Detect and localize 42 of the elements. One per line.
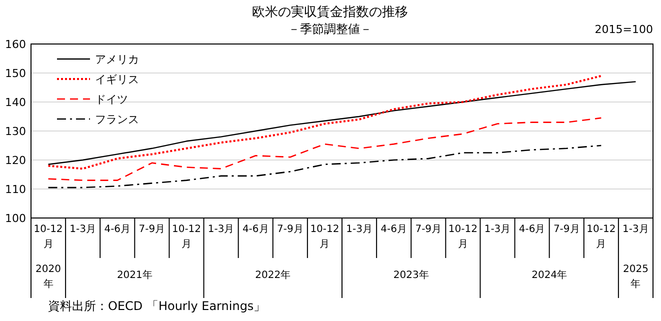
legend-label: ドイツ bbox=[95, 93, 128, 106]
y-tick-label: 140 bbox=[5, 96, 26, 109]
text: 2025年 bbox=[622, 264, 648, 290]
x-tick-label: 4-6月 bbox=[518, 224, 546, 235]
x-tick-label: 1-3月 bbox=[622, 224, 649, 235]
text: 2023年 bbox=[393, 269, 429, 281]
x-tick-label: 10-12月 bbox=[172, 224, 202, 250]
y-tick-label: 130 bbox=[5, 125, 26, 138]
x-tick-label: 4-6月 bbox=[104, 224, 131, 235]
y-tick-label: 120 bbox=[5, 154, 26, 167]
text: 資料出所：OECD 「Hourly Earnings」 bbox=[48, 299, 266, 313]
legend-label: アメリカ bbox=[95, 53, 139, 66]
y-tick-label: 160 bbox=[5, 38, 26, 51]
text: 2022年 bbox=[255, 269, 291, 281]
chart-title: 欧米の実収賃金指数の推移 bbox=[252, 4, 408, 20]
x-tick-label: 10-12月 bbox=[34, 224, 63, 250]
x-tick-label: 7-9月 bbox=[415, 224, 442, 235]
line-series bbox=[47, 74, 602, 170]
x-tick-label: 7-9月 bbox=[276, 224, 304, 235]
chart-subtitle: －季節調整値－ bbox=[288, 22, 372, 36]
x-tick-label: 7-9月 bbox=[138, 224, 166, 235]
x-tick-label: 4-6月 bbox=[380, 224, 408, 235]
y-tick-label: 150 bbox=[5, 67, 26, 80]
line-series bbox=[48, 117, 602, 181]
x-tick-label: 1-3月 bbox=[484, 224, 511, 235]
legend-label: イギリス bbox=[95, 73, 139, 86]
y-tick-label: 110 bbox=[5, 183, 26, 196]
text: 2021年 bbox=[116, 269, 152, 281]
text: 2015=100 bbox=[594, 23, 653, 36]
line-series bbox=[48, 144, 602, 188]
x-tick-label: 1-3月 bbox=[346, 224, 372, 235]
y-tick-label: 100 bbox=[5, 212, 26, 225]
x-tick-label: 4-6月 bbox=[242, 224, 269, 235]
x-tick-label: 10-12月 bbox=[310, 224, 340, 250]
x-tick-label: 1-3月 bbox=[208, 224, 234, 235]
x-tick-label: 10-12月 bbox=[586, 224, 616, 250]
x-tick-label: 7-9月 bbox=[553, 224, 580, 235]
x-tick-label: 1-3月 bbox=[70, 224, 96, 235]
text: 2020年 bbox=[36, 264, 62, 290]
text: 2024年 bbox=[532, 269, 568, 281]
x-tick-label: 10-12月 bbox=[448, 224, 478, 250]
legend-label: フランス bbox=[95, 113, 139, 126]
